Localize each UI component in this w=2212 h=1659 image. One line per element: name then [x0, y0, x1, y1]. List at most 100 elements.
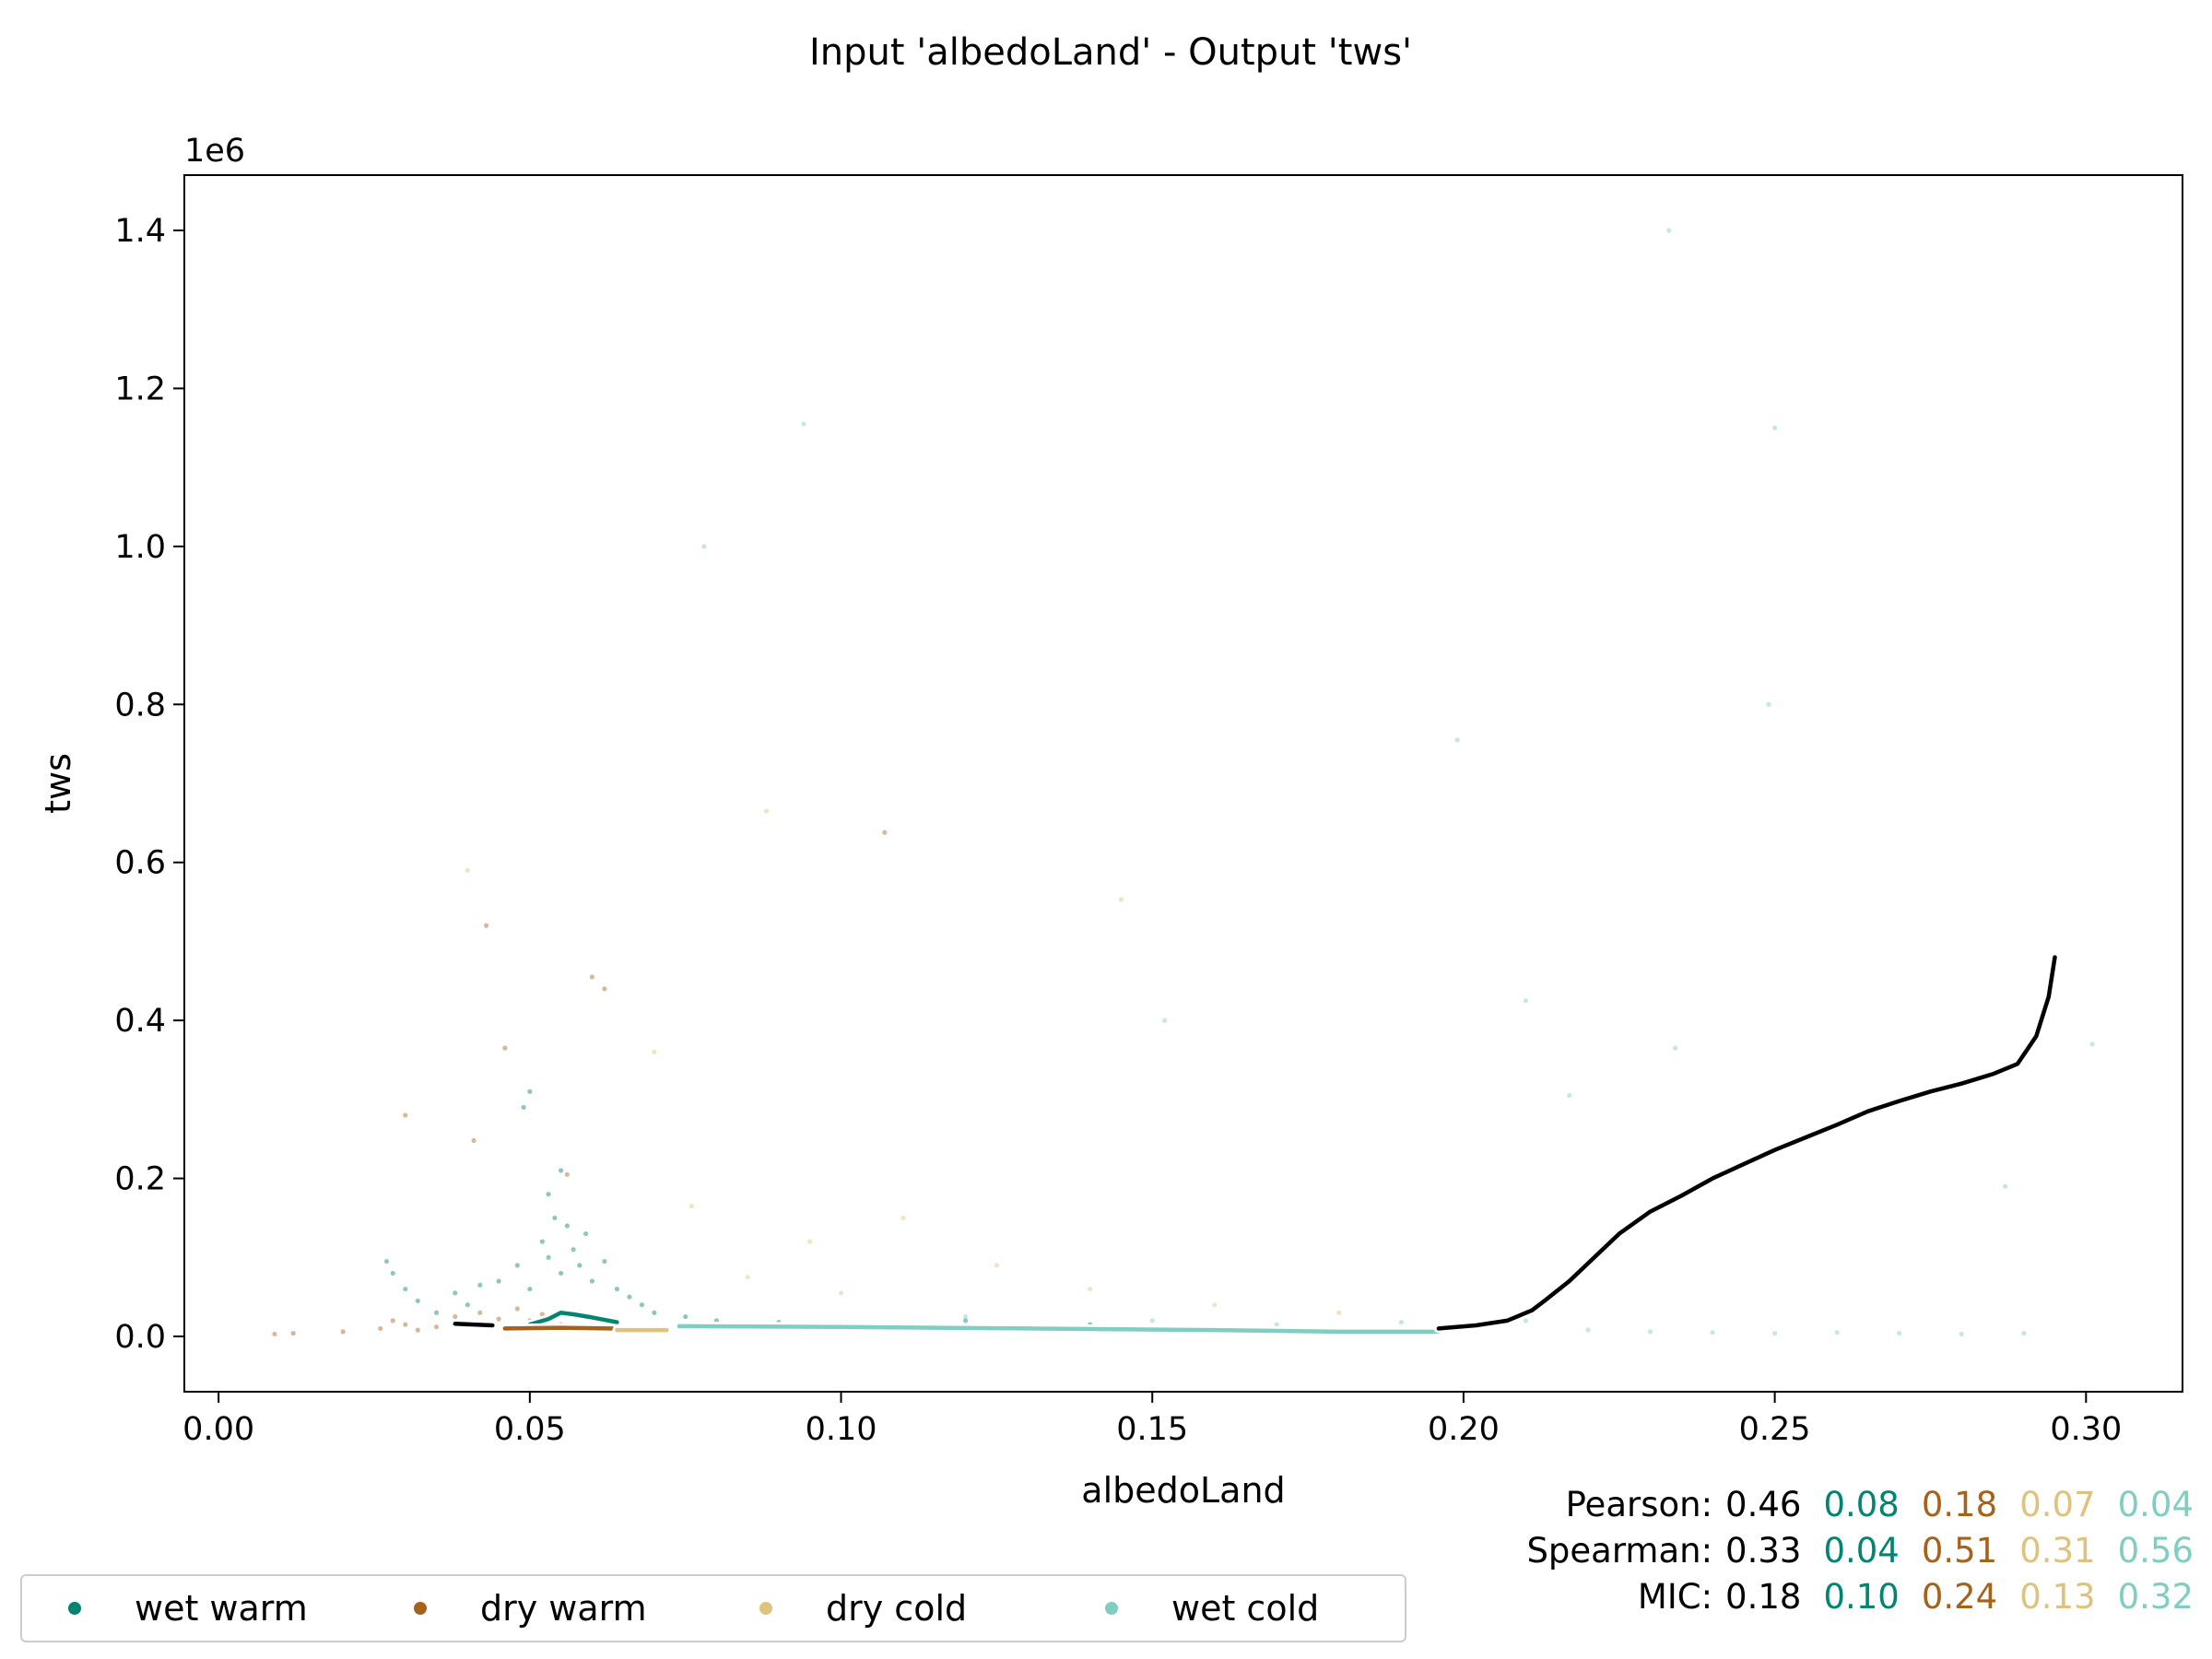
point-wet-warm: [546, 1192, 551, 1197]
point-dry-cold: [652, 1049, 657, 1055]
point-wet-cold: [1398, 1319, 1404, 1325]
x-tick-label: 0.20: [1428, 1411, 1500, 1448]
point-dry-warm: [290, 1330, 296, 1336]
point-wet-warm: [496, 1278, 501, 1284]
pearson-dry-cold: 0.07: [2019, 1485, 2096, 1524]
axes-layer: 0.00 0.05 0.10 0.15 0.20 0.25 0.30 0.0 0.2 0.4 0.6…: [114, 213, 2122, 1448]
point-dry-warm: [477, 1310, 483, 1315]
point-dry-warm: [340, 1329, 346, 1335]
point-wet-warm: [639, 1302, 645, 1308]
point-wet-cold: [1585, 1327, 1591, 1333]
legend-marker-wet-cold: [1105, 1602, 1118, 1615]
point-wet-cold: [1454, 737, 1460, 743]
point-wet-warm: [527, 1286, 533, 1292]
point-wet-cold: [1523, 998, 1529, 1004]
point-wet-cold: [1710, 1330, 1715, 1335]
point-wet-warm: [477, 1282, 483, 1288]
point-wet-cold: [1766, 701, 1771, 707]
y-tick-label: 1.2: [114, 371, 166, 407]
point-wet-warm: [403, 1286, 408, 1292]
spearman-row: Spearman: 0.33 0.04 0.51 0.31 0.56: [1364, 1528, 2194, 1574]
point-dry-cold: [763, 808, 770, 814]
legend-label-dry-warm: dry warm: [480, 1588, 647, 1629]
mic-wet-cold: 0.32: [2117, 1577, 2194, 1617]
y-tick-label: 1.0: [114, 529, 166, 566]
legend: wet warm dry warm dry cold wet cold: [20, 1574, 1406, 1642]
point-dry-warm: [882, 830, 888, 835]
legend-marker-dry-cold: [759, 1602, 772, 1615]
point-dry-cold: [900, 1215, 906, 1221]
x-tick-label: 0.10: [806, 1411, 877, 1448]
point-dry-cold: [688, 1203, 695, 1209]
point-wet-warm: [559, 1168, 564, 1173]
legend-item-wet-cold: wet cold: [1059, 1588, 1405, 1629]
spearman-all: 0.33: [1725, 1531, 1802, 1571]
point-dry-warm: [272, 1331, 277, 1337]
point-wet-warm: [539, 1239, 545, 1244]
point-wet-warm: [963, 1318, 969, 1324]
point-wet-warm: [521, 1104, 526, 1111]
pearson-all: 0.46: [1725, 1485, 1802, 1524]
y-tick-label: 0.0: [114, 1319, 166, 1356]
point-wet-warm: [552, 1215, 558, 1221]
point-dry-warm: [403, 1112, 408, 1118]
point-wet-cold: [1647, 1329, 1653, 1335]
point-wet-warm: [514, 1263, 520, 1268]
pearson-wet-cold: 0.04: [2117, 1485, 2194, 1524]
point-wet-warm: [465, 1302, 470, 1308]
trend-line-all: [1436, 955, 2057, 1331]
point-wet-warm: [683, 1313, 688, 1320]
x-tick-label: 0.25: [1739, 1411, 1811, 1448]
x-tick-label: 0.00: [182, 1411, 254, 1448]
point-wet-cold: [2002, 1183, 2008, 1189]
point-dry-warm: [471, 1137, 477, 1144]
point-wet-cold: [2089, 1041, 2095, 1047]
point-dry-warm: [483, 923, 489, 928]
spearman-wet-warm: 0.04: [1823, 1531, 1900, 1571]
legend-marker-dry-warm: [414, 1602, 427, 1615]
point-wet-warm: [614, 1286, 619, 1292]
legend-item-wet-warm: wet warm: [22, 1588, 368, 1629]
legend-label-wet-warm: wet warm: [135, 1588, 308, 1629]
point-wet-warm: [546, 1254, 551, 1260]
x-tick-label: 0.30: [2050, 1411, 2122, 1448]
point-wet-cold: [1666, 228, 1672, 233]
point-wet-cold: [1772, 1330, 1778, 1336]
point-dry-cold: [1212, 1302, 1218, 1308]
spearman-dry-warm: 0.51: [1921, 1531, 1998, 1571]
point-dry-cold: [1088, 1286, 1093, 1292]
spearman-label: Spearman:: [1526, 1531, 1713, 1571]
point-dry-warm: [496, 1316, 501, 1322]
point-wet-warm: [571, 1247, 576, 1253]
point-wet-warm: [583, 1230, 589, 1237]
y-axis-label: tws: [38, 753, 78, 814]
point-wet-warm: [652, 1310, 657, 1315]
trend-line-all: [453, 1322, 495, 1328]
point-wet-cold: [1834, 1330, 1840, 1335]
y-tick-label: 1.4: [114, 213, 166, 250]
point-wet-warm: [433, 1310, 440, 1315]
point-wet-cold: [1567, 1092, 1572, 1099]
point-dry-warm: [433, 1324, 440, 1330]
y-offset-text: 1e6: [184, 133, 245, 170]
y-tick-label: 0.2: [114, 1161, 166, 1198]
x-tick-label: 0.05: [494, 1411, 566, 1448]
pearson-label: Pearson:: [1565, 1485, 1713, 1524]
point-wet-cold: [801, 421, 806, 427]
point-wet-warm: [527, 1088, 533, 1094]
x-tick-label: 0.15: [1116, 1411, 1188, 1448]
point-dry-cold: [838, 1290, 844, 1296]
point-dry-warm: [602, 986, 607, 992]
legend-label-wet-cold: wet cold: [1171, 1588, 1320, 1629]
spearman-wet-cold: 0.56: [2117, 1531, 2194, 1571]
point-wet-warm: [602, 1258, 607, 1265]
point-wet-warm: [589, 1278, 594, 1284]
point-dry-cold: [465, 867, 470, 873]
mic-dry-cold: 0.13: [2019, 1577, 2096, 1617]
point-wet-cold: [1672, 1045, 1678, 1051]
plot-area: [183, 174, 2183, 1393]
point-wet-cold: [2021, 1330, 2027, 1336]
chart-title: Input 'albedoLand' - Output 'tws': [809, 31, 1412, 74]
point-wet-cold: [1772, 425, 1778, 430]
